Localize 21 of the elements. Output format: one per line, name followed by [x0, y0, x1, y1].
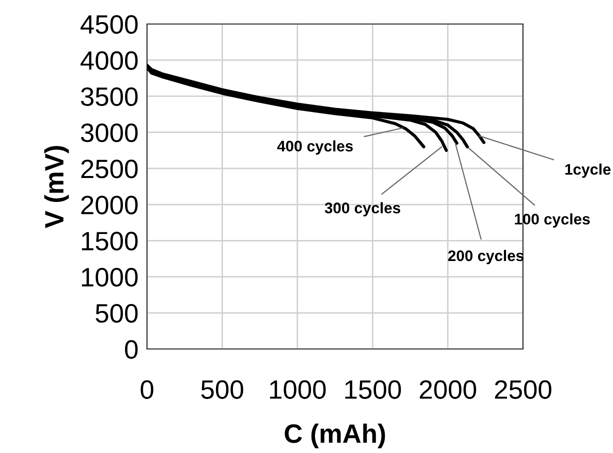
- y-tick-label: 3000: [80, 123, 138, 142]
- y-tick-label: 1000: [82, 268, 138, 287]
- x-axis-title: C (mAh): [284, 424, 385, 448]
- y-tick-label: 500: [96, 304, 138, 323]
- x-tick-label: 2000: [420, 380, 476, 399]
- y-tick-label: 1500: [82, 232, 138, 250]
- annotation: 400 cycles: [277, 140, 353, 155]
- y-tick-label: 4500: [80, 15, 138, 34]
- y-tick-label: 2000: [81, 196, 138, 214]
- annotation: 300 cycles: [324, 202, 400, 216]
- x-tick-label: 1000: [270, 380, 326, 399]
- y-tick-label: 3500: [80, 87, 138, 106]
- y-tick-label: 2500: [81, 160, 138, 178]
- y-axis-title: V (mV): [44, 146, 69, 228]
- x-tick-label: 0: [140, 380, 154, 399]
- x-tick-label: 1500: [345, 380, 401, 399]
- x-tick-label: 2500: [494, 380, 552, 399]
- y-tick-label: 4000: [80, 51, 138, 70]
- x-tick-label: 500: [201, 380, 244, 399]
- annotation: 1cycle: [565, 164, 611, 178]
- y-tick-label: 0: [125, 340, 138, 359]
